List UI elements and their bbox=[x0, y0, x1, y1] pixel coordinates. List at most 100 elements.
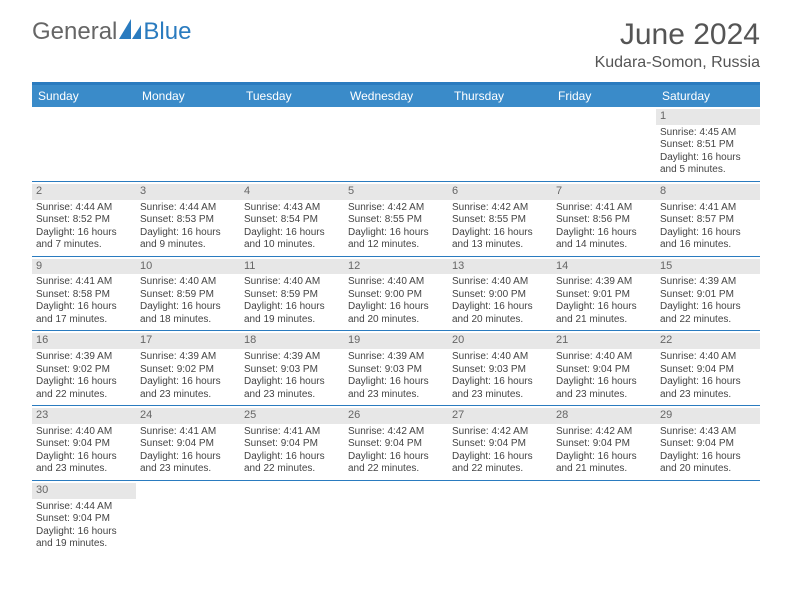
calendar-cell: 14Sunrise: 4:39 AMSunset: 9:01 PMDayligh… bbox=[552, 257, 656, 331]
day-number: 12 bbox=[344, 259, 448, 275]
day-number: 8 bbox=[656, 184, 760, 200]
sunrise-text: Sunrise: 4:41 AM bbox=[140, 426, 236, 439]
daylight-text: Daylight: 16 hours bbox=[140, 227, 236, 240]
daylight-text: and 20 minutes. bbox=[660, 463, 756, 476]
calendar-cell: 12Sunrise: 4:40 AMSunset: 9:00 PMDayligh… bbox=[344, 257, 448, 331]
daylight-text: Daylight: 16 hours bbox=[452, 227, 548, 240]
sunset-text: Sunset: 9:00 PM bbox=[348, 289, 444, 302]
calendar-cell bbox=[240, 481, 344, 555]
daylight-text: Daylight: 16 hours bbox=[140, 376, 236, 389]
day-number: 16 bbox=[32, 333, 136, 349]
daylight-text: and 17 minutes. bbox=[36, 314, 132, 327]
calendar-cell: 21Sunrise: 4:40 AMSunset: 9:04 PMDayligh… bbox=[552, 331, 656, 405]
sunrise-text: Sunrise: 4:39 AM bbox=[660, 276, 756, 289]
sunrise-text: Sunrise: 4:42 AM bbox=[452, 426, 548, 439]
daylight-text: and 23 minutes. bbox=[660, 389, 756, 402]
day-number: 24 bbox=[136, 408, 240, 424]
sunrise-text: Sunrise: 4:39 AM bbox=[348, 351, 444, 364]
daylight-text: and 22 minutes. bbox=[244, 463, 340, 476]
day-number: 19 bbox=[344, 333, 448, 349]
daylight-text: and 10 minutes. bbox=[244, 239, 340, 252]
sunset-text: Sunset: 9:02 PM bbox=[140, 364, 236, 377]
calendar-cell: 15Sunrise: 4:39 AMSunset: 9:01 PMDayligh… bbox=[656, 257, 760, 331]
calendar: Sunday Monday Tuesday Wednesday Thursday… bbox=[32, 82, 760, 555]
calendar-cell: 27Sunrise: 4:42 AMSunset: 9:04 PMDayligh… bbox=[448, 406, 552, 480]
day-number: 20 bbox=[448, 333, 552, 349]
logo-text-general: General bbox=[32, 18, 117, 46]
calendar-cell bbox=[448, 107, 552, 181]
sunset-text: Sunset: 8:59 PM bbox=[244, 289, 340, 302]
week-row: 9Sunrise: 4:41 AMSunset: 8:58 PMDaylight… bbox=[32, 257, 760, 332]
title-block: June 2024 Kudara-Somon, Russia bbox=[595, 18, 760, 72]
calendar-cell: 11Sunrise: 4:40 AMSunset: 8:59 PMDayligh… bbox=[240, 257, 344, 331]
daylight-text: Daylight: 16 hours bbox=[140, 451, 236, 464]
sunrise-text: Sunrise: 4:41 AM bbox=[36, 276, 132, 289]
sunset-text: Sunset: 9:04 PM bbox=[244, 438, 340, 451]
day-number: 27 bbox=[448, 408, 552, 424]
weeks-container: 1Sunrise: 4:45 AMSunset: 8:51 PMDaylight… bbox=[32, 107, 760, 555]
sunset-text: Sunset: 9:04 PM bbox=[556, 438, 652, 451]
sunrise-text: Sunrise: 4:40 AM bbox=[140, 276, 236, 289]
sunset-text: Sunset: 8:57 PM bbox=[660, 214, 756, 227]
sunrise-text: Sunrise: 4:43 AM bbox=[660, 426, 756, 439]
sunset-text: Sunset: 9:04 PM bbox=[140, 438, 236, 451]
day-number: 6 bbox=[448, 184, 552, 200]
sunset-text: Sunset: 9:04 PM bbox=[348, 438, 444, 451]
day-header: Friday bbox=[552, 85, 656, 107]
daylight-text: and 9 minutes. bbox=[140, 239, 236, 252]
sunset-text: Sunset: 9:04 PM bbox=[660, 438, 756, 451]
sunset-text: Sunset: 8:55 PM bbox=[348, 214, 444, 227]
daylight-text: Daylight: 16 hours bbox=[348, 451, 444, 464]
daylight-text: and 23 minutes. bbox=[348, 389, 444, 402]
day-number: 18 bbox=[240, 333, 344, 349]
daylight-text: Daylight: 16 hours bbox=[660, 301, 756, 314]
day-header: Tuesday bbox=[240, 85, 344, 107]
calendar-cell: 7Sunrise: 4:41 AMSunset: 8:56 PMDaylight… bbox=[552, 182, 656, 256]
day-number: 14 bbox=[552, 259, 656, 275]
daylight-text: Daylight: 16 hours bbox=[452, 301, 548, 314]
daylight-text: and 23 minutes. bbox=[244, 389, 340, 402]
sunset-text: Sunset: 8:58 PM bbox=[36, 289, 132, 302]
daylight-text: Daylight: 16 hours bbox=[556, 227, 652, 240]
day-number: 10 bbox=[136, 259, 240, 275]
calendar-cell: 30Sunrise: 4:44 AMSunset: 9:04 PMDayligh… bbox=[32, 481, 136, 555]
daylight-text: and 5 minutes. bbox=[660, 164, 756, 177]
sunrise-text: Sunrise: 4:39 AM bbox=[140, 351, 236, 364]
sunrise-text: Sunrise: 4:45 AM bbox=[660, 127, 756, 140]
day-number: 25 bbox=[240, 408, 344, 424]
sunset-text: Sunset: 9:04 PM bbox=[556, 364, 652, 377]
sunrise-text: Sunrise: 4:41 AM bbox=[660, 202, 756, 215]
calendar-cell: 5Sunrise: 4:42 AMSunset: 8:55 PMDaylight… bbox=[344, 182, 448, 256]
daylight-text: Daylight: 16 hours bbox=[36, 227, 132, 240]
day-header: Wednesday bbox=[344, 85, 448, 107]
daylight-text: and 16 minutes. bbox=[660, 239, 756, 252]
day-number: 11 bbox=[240, 259, 344, 275]
daylight-text: and 21 minutes. bbox=[556, 314, 652, 327]
day-header: Monday bbox=[136, 85, 240, 107]
day-number: 7 bbox=[552, 184, 656, 200]
day-header: Thursday bbox=[448, 85, 552, 107]
week-row: 30Sunrise: 4:44 AMSunset: 9:04 PMDayligh… bbox=[32, 481, 760, 555]
daylight-text: Daylight: 16 hours bbox=[36, 376, 132, 389]
sunset-text: Sunset: 8:54 PM bbox=[244, 214, 340, 227]
calendar-cell: 4Sunrise: 4:43 AMSunset: 8:54 PMDaylight… bbox=[240, 182, 344, 256]
daylight-text: Daylight: 16 hours bbox=[348, 376, 444, 389]
sunset-text: Sunset: 8:59 PM bbox=[140, 289, 236, 302]
sunrise-text: Sunrise: 4:40 AM bbox=[36, 426, 132, 439]
calendar-cell bbox=[136, 107, 240, 181]
sunset-text: Sunset: 9:03 PM bbox=[348, 364, 444, 377]
sunrise-text: Sunrise: 4:41 AM bbox=[244, 426, 340, 439]
sunrise-text: Sunrise: 4:44 AM bbox=[140, 202, 236, 215]
calendar-cell: 16Sunrise: 4:39 AMSunset: 9:02 PMDayligh… bbox=[32, 331, 136, 405]
daylight-text: and 22 minutes. bbox=[348, 463, 444, 476]
calendar-cell bbox=[656, 481, 760, 555]
sunrise-text: Sunrise: 4:39 AM bbox=[556, 276, 652, 289]
sunrise-text: Sunrise: 4:39 AM bbox=[244, 351, 340, 364]
month-title: June 2024 bbox=[595, 18, 760, 52]
calendar-cell: 28Sunrise: 4:42 AMSunset: 9:04 PMDayligh… bbox=[552, 406, 656, 480]
sunrise-text: Sunrise: 4:42 AM bbox=[556, 426, 652, 439]
calendar-cell: 23Sunrise: 4:40 AMSunset: 9:04 PMDayligh… bbox=[32, 406, 136, 480]
logo-sail-icon bbox=[119, 18, 141, 46]
calendar-cell: 6Sunrise: 4:42 AMSunset: 8:55 PMDaylight… bbox=[448, 182, 552, 256]
week-row: 1Sunrise: 4:45 AMSunset: 8:51 PMDaylight… bbox=[32, 107, 760, 182]
